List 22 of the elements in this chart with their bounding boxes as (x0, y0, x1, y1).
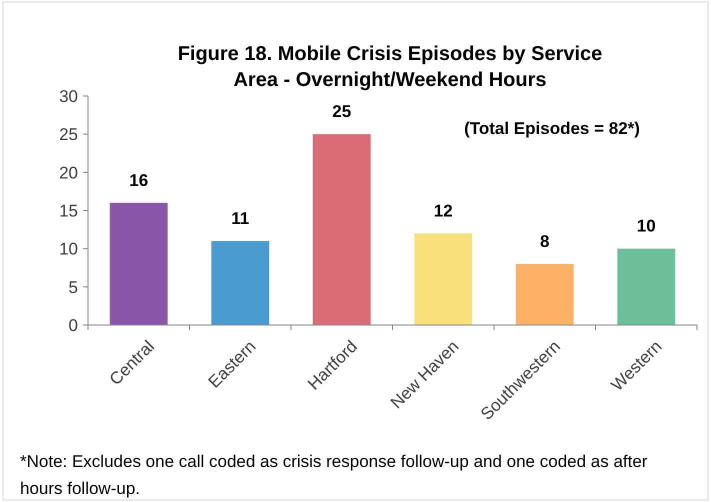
chart-title: Figure 18. Mobile Crisis Episodes by Service Area - Overnight/Weekend Hours (178, 43, 602, 91)
y-tick-label: 5 (68, 278, 78, 297)
data-label: 11 (231, 209, 250, 228)
text: *Note: Excludes one call coded as crisis response follow-up and one coded as after hours follow-up. (20, 451, 648, 500)
bar (110, 202, 168, 325)
annotation: (Total Episodes = 82*) (464, 119, 640, 138)
bar (414, 233, 472, 325)
y-tick-label: 20 (59, 163, 78, 182)
bar (312, 134, 371, 325)
bar (617, 248, 676, 325)
data-label: 10 (636, 216, 656, 236)
bar (516, 264, 574, 325)
bar (211, 241, 270, 325)
y-tick-label: 15 (59, 202, 78, 220)
data-label: 12 (434, 201, 453, 220)
y-tick-label: 30 (59, 87, 78, 106)
y-tick-label: 10 (59, 240, 78, 259)
data-label: 16 (129, 170, 148, 190)
data-label: 25 (332, 102, 352, 122)
y-tick-label: 0 (68, 316, 78, 335)
data-label: 8 (540, 232, 550, 251)
y-tick-label: 25 (59, 125, 78, 144)
